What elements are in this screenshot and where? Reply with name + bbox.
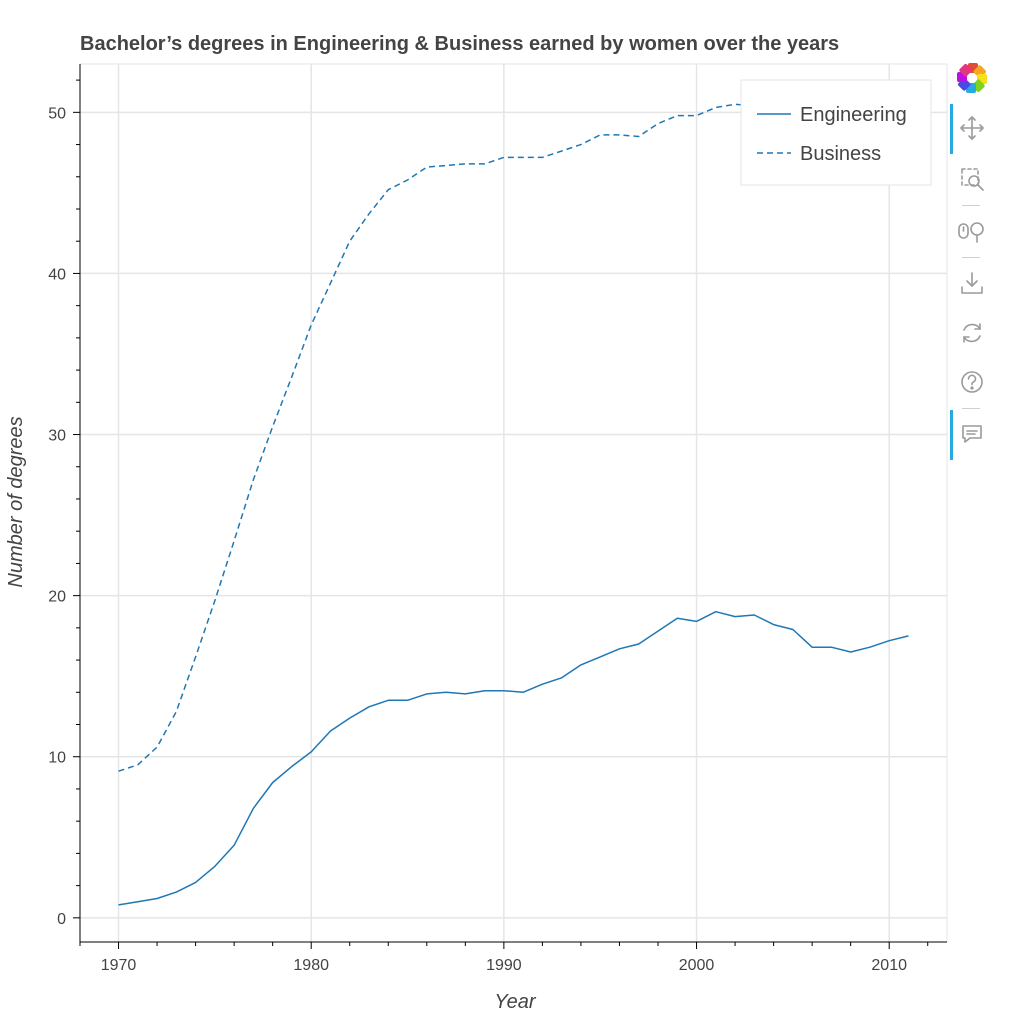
box-zoom-icon[interactable]: [954, 159, 990, 199]
help-icon[interactable]: [954, 362, 990, 402]
y-tick-label: 30: [48, 428, 66, 445]
save-icon[interactable]: [954, 263, 990, 303]
pan-icon[interactable]: [950, 104, 990, 154]
x-tick-label: 1980: [293, 957, 329, 974]
y-tick-label: 40: [48, 266, 66, 283]
series-line-engineering: [118, 610, 909, 906]
grid: [80, 64, 947, 942]
y-tick-label: 20: [48, 589, 66, 606]
y-axis: 0 10 20 30 40 50: [48, 64, 81, 942]
wheel-zoom-icon[interactable]: [954, 211, 990, 251]
legend-label-business: Business: [800, 143, 881, 165]
x-axis-label: Year: [494, 991, 536, 1013]
reset-icon[interactable]: [954, 313, 990, 353]
y-tick-label: 0: [57, 911, 66, 928]
legend: Engineering Business: [740, 79, 932, 186]
legend-box: [740, 79, 932, 186]
legend-label-engineering: Engineering: [800, 104, 907, 126]
y-axis-label: Number of degrees: [5, 416, 27, 587]
y-tick-label: 50: [48, 105, 66, 122]
y-tick-label: 10: [48, 750, 66, 767]
x-tick-label: 1970: [101, 957, 137, 974]
plot-area[interactable]: Engineering Business: [79, 63, 948, 943]
chart-title: Bachelor’s degrees in Engineering & Busi…: [80, 33, 839, 55]
x-tick-label: 2010: [871, 957, 907, 974]
bokeh-logo-icon[interactable]: [954, 58, 990, 98]
x-tick-label: 2000: [679, 957, 715, 974]
x-axis: 1970 1980 1990 2000 2010: [79, 941, 947, 974]
hover-icon[interactable]: [950, 410, 990, 460]
toolbar: [948, 58, 994, 468]
x-tick-label: 1990: [486, 957, 522, 974]
